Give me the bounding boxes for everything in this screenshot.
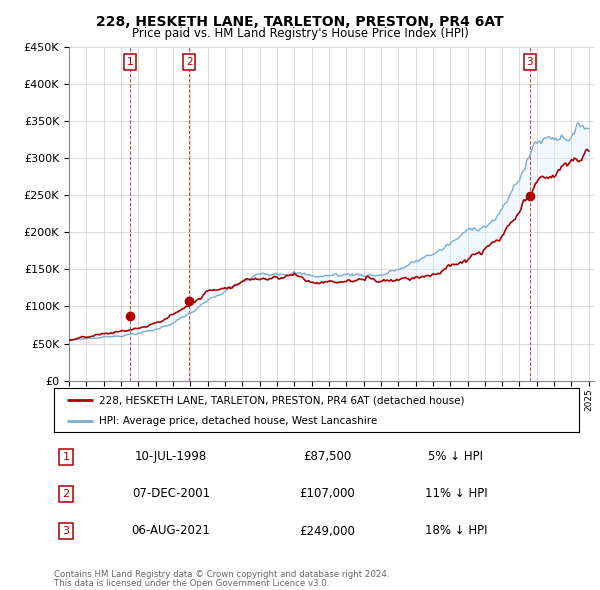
Text: 07-DEC-2001: 07-DEC-2001	[132, 487, 210, 500]
Text: 10-JUL-1998: 10-JUL-1998	[135, 450, 207, 463]
Text: 1: 1	[62, 452, 70, 461]
Text: 2: 2	[186, 57, 193, 67]
Text: 2: 2	[62, 489, 70, 499]
Text: 228, HESKETH LANE, TARLETON, PRESTON, PR4 6AT: 228, HESKETH LANE, TARLETON, PRESTON, PR…	[96, 15, 504, 29]
Text: 5% ↓ HPI: 5% ↓ HPI	[428, 450, 484, 463]
Text: 06-AUG-2021: 06-AUG-2021	[131, 525, 211, 537]
Text: 11% ↓ HPI: 11% ↓ HPI	[425, 487, 487, 500]
Text: 228, HESKETH LANE, TARLETON, PRESTON, PR4 6AT (detached house): 228, HESKETH LANE, TARLETON, PRESTON, PR…	[98, 395, 464, 405]
Text: Price paid vs. HM Land Registry's House Price Index (HPI): Price paid vs. HM Land Registry's House …	[131, 27, 469, 40]
Text: £87,500: £87,500	[303, 450, 351, 463]
Text: £107,000: £107,000	[299, 487, 355, 500]
Text: 18% ↓ HPI: 18% ↓ HPI	[425, 525, 487, 537]
Text: 3: 3	[527, 57, 533, 67]
Text: 3: 3	[62, 526, 70, 536]
Text: 1: 1	[127, 57, 133, 67]
Text: £249,000: £249,000	[299, 525, 355, 537]
Text: This data is licensed under the Open Government Licence v3.0.: This data is licensed under the Open Gov…	[54, 579, 329, 588]
Text: HPI: Average price, detached house, West Lancashire: HPI: Average price, detached house, West…	[98, 416, 377, 426]
Text: Contains HM Land Registry data © Crown copyright and database right 2024.: Contains HM Land Registry data © Crown c…	[54, 571, 389, 579]
